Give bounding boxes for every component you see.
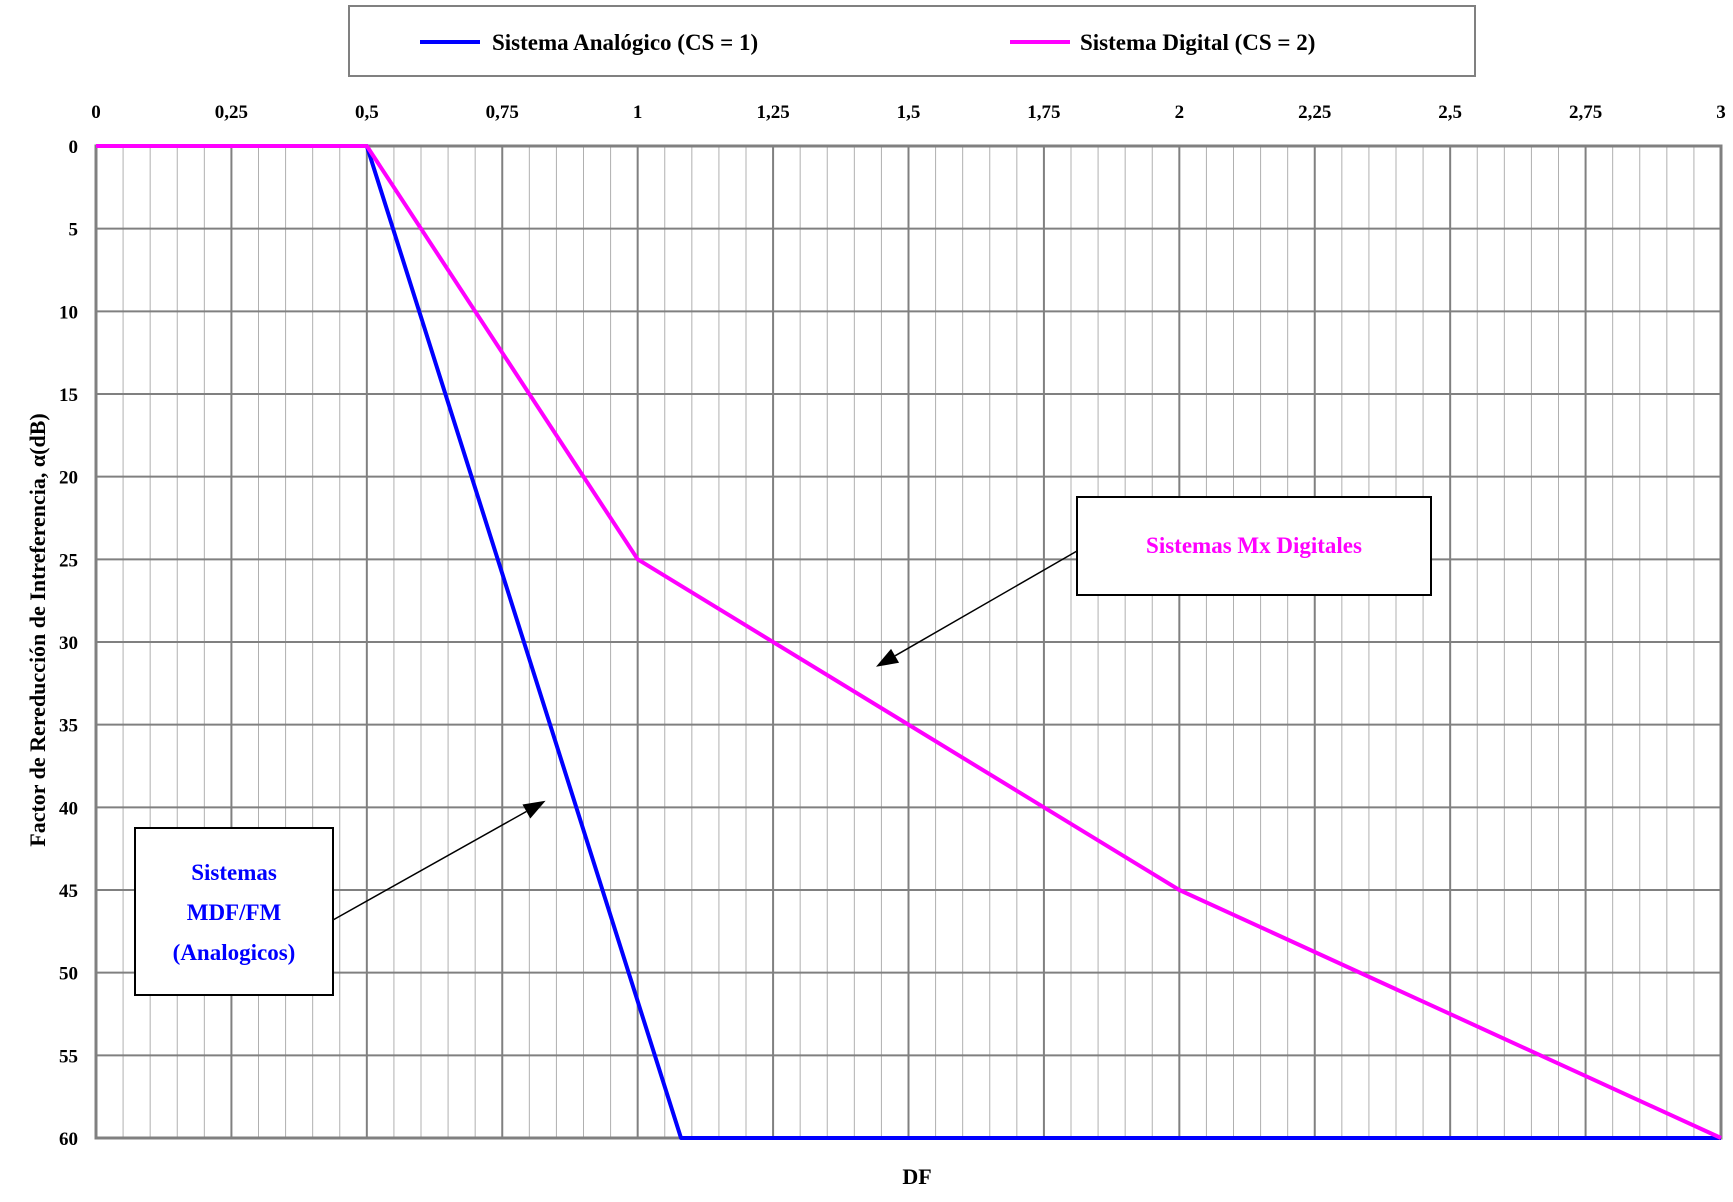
- x-tick-label: 2,5: [1438, 102, 1462, 123]
- legend-label-analogico: Sistema Analógico (CS = 1): [492, 30, 758, 55]
- x-tick-label: 2,25: [1298, 102, 1331, 123]
- x-tick-label: 2: [1175, 102, 1185, 123]
- annotation-analog-box: [134, 827, 334, 996]
- x-tick-label: 1,75: [1027, 102, 1060, 123]
- x-axis-title: DF: [902, 1164, 931, 1189]
- x-tick-label: 0,25: [215, 102, 248, 123]
- annotation-digital-arrowhead: [876, 648, 900, 667]
- y-axis-title: Factor de Rereducción de Intreferencia, …: [25, 413, 50, 846]
- annotation-analog: Sistemas MDF/FM (Analogicos): [134, 800, 546, 996]
- annotation-analog-arrowhead: [522, 800, 546, 819]
- grid: [96, 146, 1721, 1138]
- x-tick-label: 1: [633, 102, 643, 123]
- x-tick-label: 1,5: [897, 102, 921, 123]
- x-tick-label: 3: [1716, 102, 1726, 123]
- annotation-analog-line-2: MDF/FM: [187, 900, 282, 925]
- annotation-analog-line-3: (Analogicos): [173, 940, 296, 965]
- annotation-analog-arrow: [332, 810, 527, 921]
- x-tick-label: 0: [91, 102, 101, 123]
- annotation-analog-line-1: Sistemas: [191, 860, 277, 885]
- y-tick-label: 25: [59, 550, 78, 571]
- y-tick-label: 0: [69, 137, 79, 158]
- x-tick-label: 1,25: [756, 102, 789, 123]
- y-tick-labels: 0 5 10 15 20 25 30 35 40 45 50 55 60: [59, 137, 78, 1150]
- y-tick-label: 20: [59, 468, 78, 489]
- legend-label-digital: Sistema Digital (CS = 2): [1080, 30, 1315, 55]
- y-tick-label: 50: [59, 964, 78, 985]
- legend-box: [348, 5, 1476, 77]
- y-tick-label: 35: [59, 716, 78, 737]
- y-tick-label: 30: [59, 633, 78, 654]
- x-tick-label: 0,5: [355, 102, 379, 123]
- y-tick-label: 5: [69, 220, 79, 241]
- annotation-digital-arrow: [894, 550, 1078, 657]
- y-tick-label: 55: [59, 1046, 78, 1067]
- y-tick-label: 10: [59, 302, 78, 323]
- x-tick-label: 2,75: [1569, 102, 1602, 123]
- y-tick-label: 60: [59, 1129, 78, 1150]
- series-lines: [96, 144, 1722, 1140]
- y-tick-label: 45: [59, 881, 78, 902]
- y-tick-label: 40: [59, 798, 78, 819]
- x-tick-label: 0,75: [486, 102, 519, 123]
- legend: Sistema Analógico (CS = 1) Sistema Digit…: [348, 5, 1476, 77]
- annotation-digital-box: [1076, 496, 1432, 596]
- x-tick-labels: 0 0,25 0,5 0,75 1 1,25 1,5 1,75 2 2,25 2,5 2,75 3: [91, 102, 1726, 123]
- annotation-digital: Sistemas Mx Digitales: [876, 496, 1432, 667]
- series-line-digital: [96, 144, 1722, 1140]
- y-tick-label: 15: [59, 385, 78, 406]
- annotation-digital-label: Sistemas Mx Digitales: [1146, 533, 1362, 558]
